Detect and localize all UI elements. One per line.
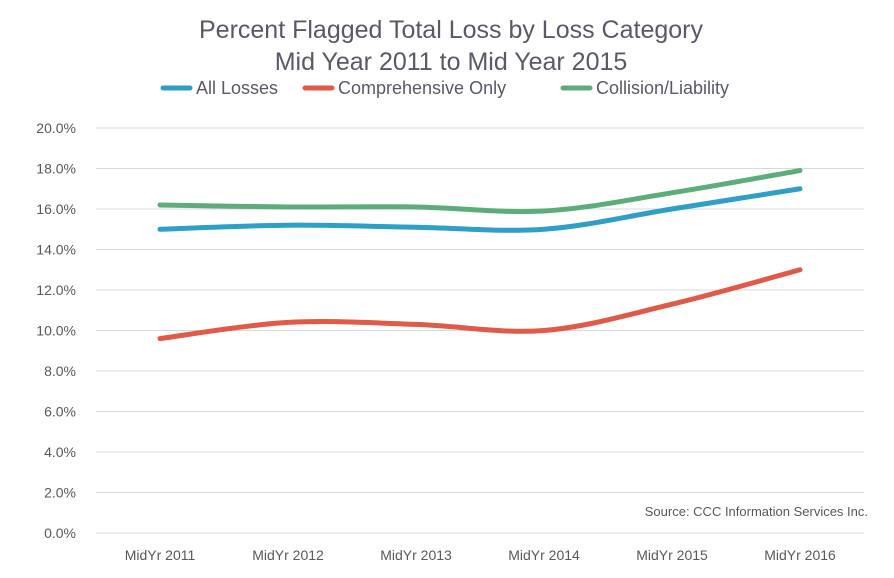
series-line-comprehensive-only (157, 267, 803, 342)
y-axis: 0.0% 2.0% 4.0% 6.0% 8.0% 10.0% 12.0% 14.0% 16.0%… (36, 120, 76, 541)
legend: All Losses Comprehensive Only Collision/… (160, 78, 729, 98)
legend-label-collision-liability: Collision/Liability (596, 78, 729, 98)
x-axis: MidYr 2011 MidYr 2012 MidYr 2013 MidYr 2014… (125, 547, 836, 563)
y-tick-label: 2.0% (44, 485, 76, 501)
y-tick-label: 14.0% (36, 242, 76, 258)
source-annotation: Source: CCC Information Services Inc. (645, 504, 868, 519)
chart-title-line-1: Percent Flagged Total Loss by Loss Categ… (199, 16, 703, 44)
legend-label-all-losses: All Losses (196, 78, 278, 98)
y-tick-label: 4.0% (44, 444, 76, 460)
x-tick-label: MidYr 2013 (380, 547, 452, 563)
chart-title-line-2: Mid Year 2011 to Mid Year 2015 (275, 48, 628, 76)
y-tick-label: 12.0% (36, 282, 76, 298)
x-tick-label: MidYr 2014 (508, 547, 580, 563)
y-tick-label: 8.0% (44, 363, 76, 379)
gridlines (96, 127, 864, 534)
y-tick-label: 18.0% (36, 161, 76, 177)
y-tick-label: 16.0% (36, 201, 76, 217)
x-tick-label: MidYr 2011 (125, 547, 196, 563)
y-tick-label: 20.0% (36, 120, 76, 136)
series-lines (157, 168, 803, 342)
y-tick-label: 0.0% (44, 525, 76, 541)
x-tick-label: MidYr 2012 (252, 547, 324, 563)
series-line-collision-liability (157, 168, 803, 215)
x-tick-label: MidYr 2016 (764, 547, 836, 563)
legend-label-comprehensive-only: Comprehensive Only (338, 78, 506, 98)
y-tick-label: 10.0% (36, 323, 76, 339)
y-tick-label: 6.0% (44, 404, 76, 420)
x-tick-label: MidYr 2015 (636, 547, 708, 563)
series-line-all-losses (157, 186, 803, 233)
